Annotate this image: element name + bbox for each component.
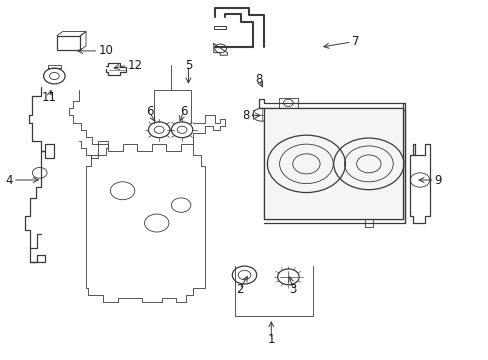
Text: 10: 10 — [98, 44, 113, 57]
Text: 1: 1 — [267, 333, 275, 346]
Text: 12: 12 — [127, 59, 142, 72]
Text: 4: 4 — [5, 174, 13, 186]
Text: 8: 8 — [242, 109, 249, 122]
Text: 5: 5 — [184, 59, 192, 72]
Text: 2: 2 — [235, 283, 243, 296]
Text: 11: 11 — [42, 91, 57, 104]
Text: 6: 6 — [180, 105, 187, 118]
Text: 8: 8 — [255, 73, 262, 86]
Text: 7: 7 — [351, 35, 359, 49]
Bar — [57, 36, 80, 50]
Bar — [264, 108, 402, 220]
Text: 6: 6 — [145, 105, 153, 118]
Text: 9: 9 — [434, 174, 441, 186]
Text: 3: 3 — [289, 283, 296, 296]
